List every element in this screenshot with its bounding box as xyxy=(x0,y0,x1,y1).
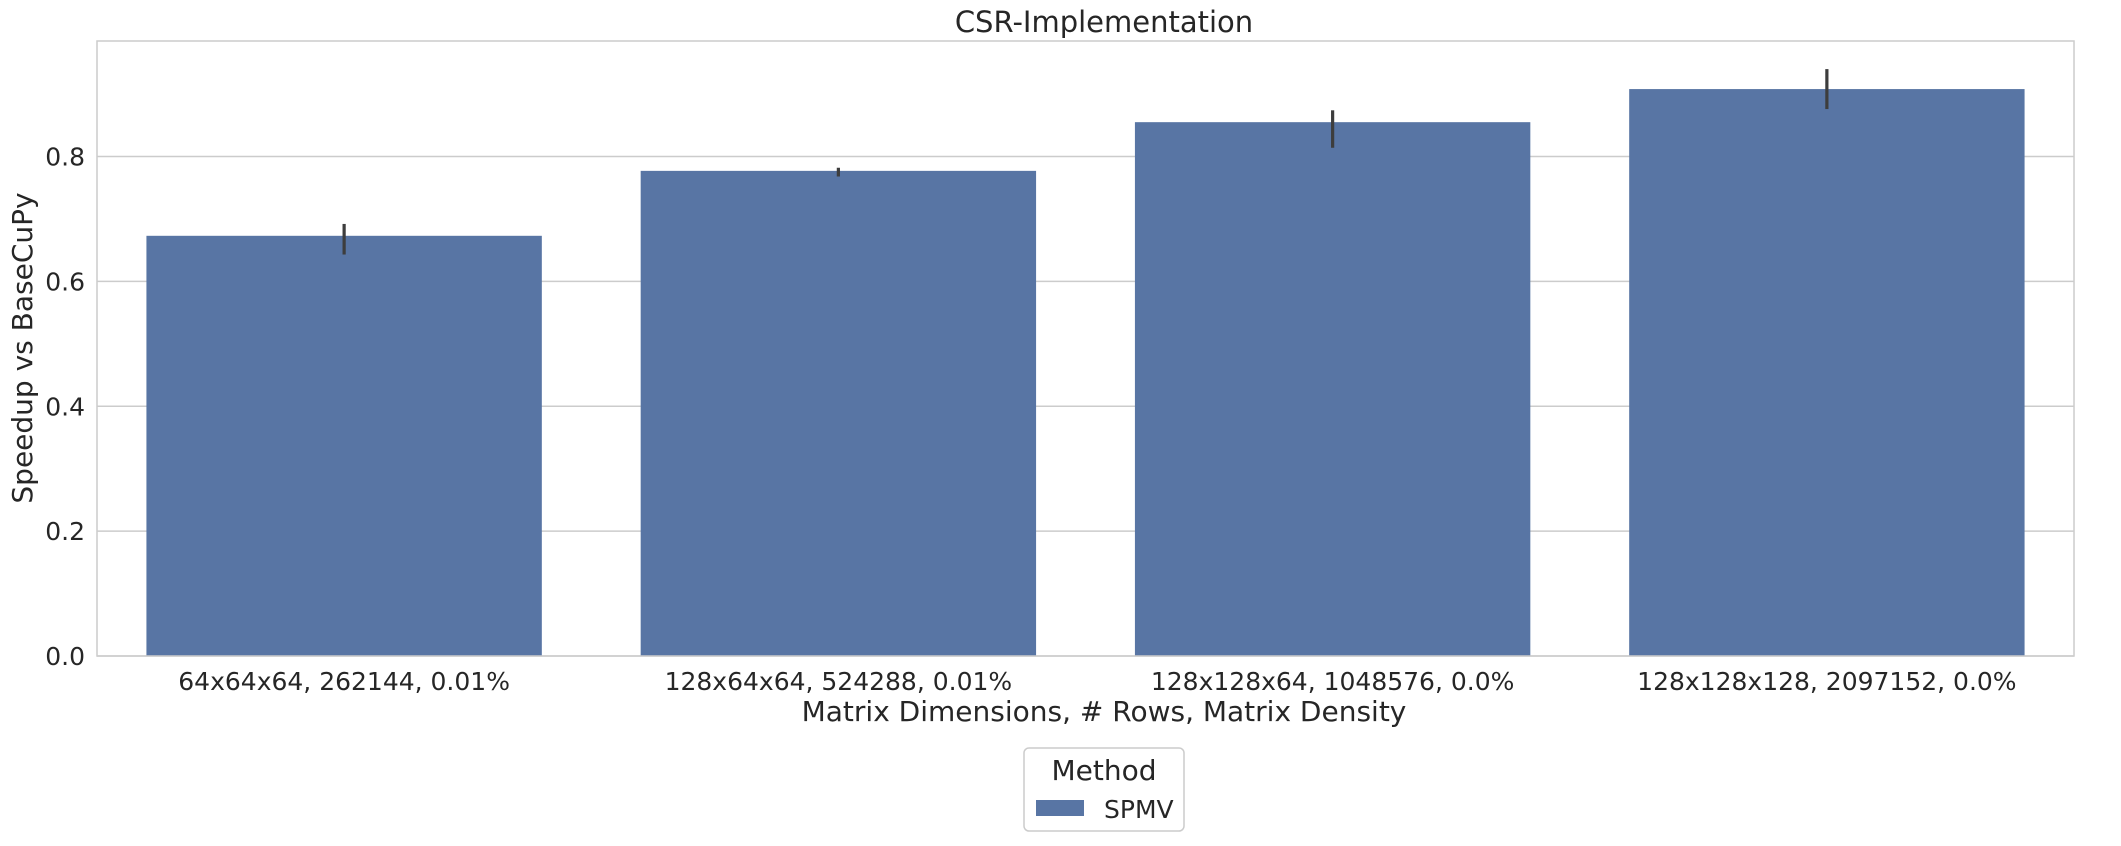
x-tick-label: 128x128x128, 2097152, 0.0% xyxy=(1637,667,2016,696)
bar xyxy=(1629,89,2025,656)
y-tick-label: 0.2 xyxy=(45,517,85,546)
chart-title: CSR-Implementation xyxy=(955,5,1253,39)
y-tick-label: 0.8 xyxy=(45,143,85,172)
error-bars xyxy=(342,69,1829,255)
y-tick-label: 0.4 xyxy=(45,392,85,421)
x-axis-ticks: 64x64x64, 262144, 0.01% 128x64x64, 524288… xyxy=(178,667,2016,696)
bar xyxy=(1134,122,1531,657)
x-tick-label: 64x64x64, 262144, 0.01% xyxy=(178,667,510,696)
x-tick-label: 128x64x64, 524288, 0.01% xyxy=(665,667,1013,696)
plot-frame xyxy=(96,40,2075,657)
x-tick-label: 128x128x64, 1048576, 0.0% xyxy=(1151,667,1514,696)
bars xyxy=(146,89,2025,657)
legend-swatch xyxy=(1036,800,1084,816)
y-axis-label: Speedup vs BaseCuPy xyxy=(6,192,39,503)
legend-title: Method xyxy=(1051,754,1156,787)
y-tick-label: 0.0 xyxy=(45,642,85,671)
x-axis-label: Matrix Dimensions, # Rows, Matrix Densit… xyxy=(802,695,1407,728)
legend: Method SPMV xyxy=(1023,747,1185,832)
bar xyxy=(146,235,542,656)
bar xyxy=(640,170,1037,656)
y-axis-ticks: 0.0 0.2 0.4 0.6 0.8 xyxy=(45,143,85,671)
y-tick-label: 0.6 xyxy=(45,267,85,296)
legend-entry-label: SPMV xyxy=(1104,795,1174,824)
